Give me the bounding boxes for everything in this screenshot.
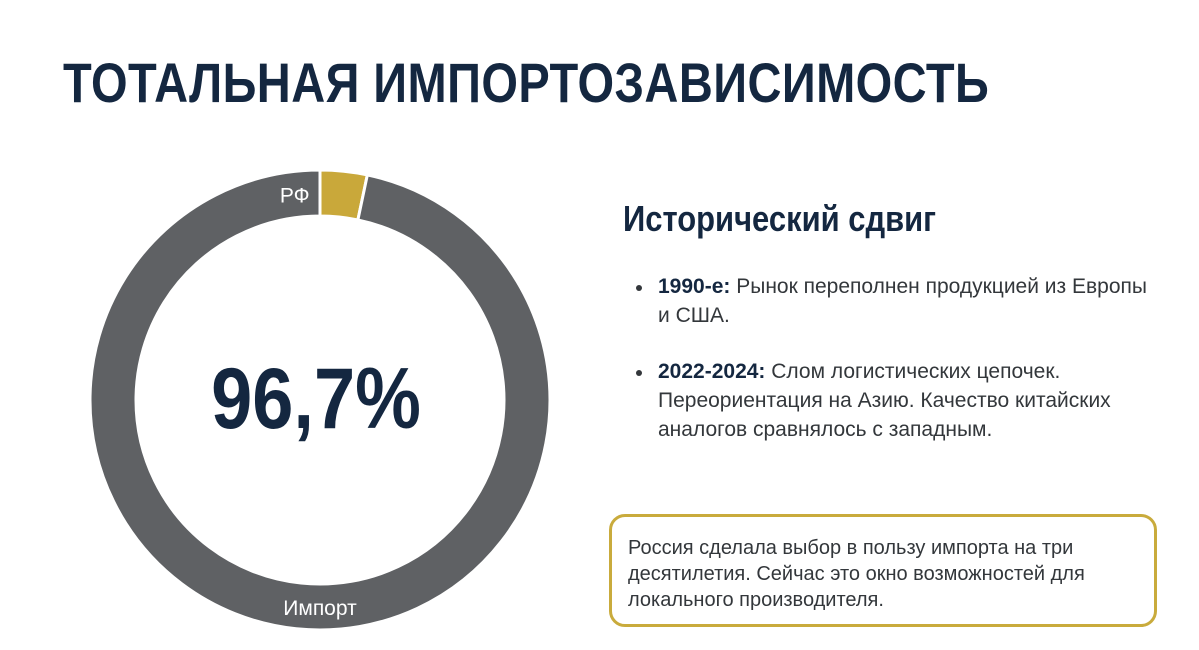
section-heading: Исторический сдвиг	[623, 198, 937, 239]
bullet-label: 1990-е:	[658, 275, 731, 298]
bullet-dot-icon	[636, 370, 642, 376]
slice-label-rf: РФ	[280, 185, 310, 208]
page-title: ТОТАЛЬНАЯ ИМПОРТОЗАВИСИМОСТЬ	[63, 51, 990, 114]
bullet-item-1990s: 1990-е: Рынок переполнен продукцией из Е…	[636, 272, 1156, 330]
bullet-label: 2022-2024:	[658, 360, 766, 383]
donut-chart: РФ Импорт 96,7%	[88, 168, 552, 632]
bullet-list: 1990-е: Рынок переполнен продукцией из Е…	[636, 272, 1156, 471]
bullet-text: Рынок переполнен продукцией из Европы и …	[658, 275, 1147, 327]
bullet-text: Слом логистических цепочек. Переориентац…	[658, 360, 1111, 441]
center-value: 96,7%	[211, 350, 421, 447]
donut-slice-import	[88, 168, 552, 632]
slice-label-import: Импорт	[283, 597, 357, 620]
donut-chart-svg: РФ Импорт 96,7%	[88, 168, 552, 632]
callout-text: Россия сделала выбор в пользу импорта на…	[628, 537, 1085, 611]
bullet-dot-icon	[636, 285, 642, 291]
bullet-item-2022-2024: 2022-2024: Слом логистических цепочек. П…	[636, 357, 1156, 444]
callout-box: Россия сделала выбор в пользу импорта на…	[609, 514, 1157, 627]
